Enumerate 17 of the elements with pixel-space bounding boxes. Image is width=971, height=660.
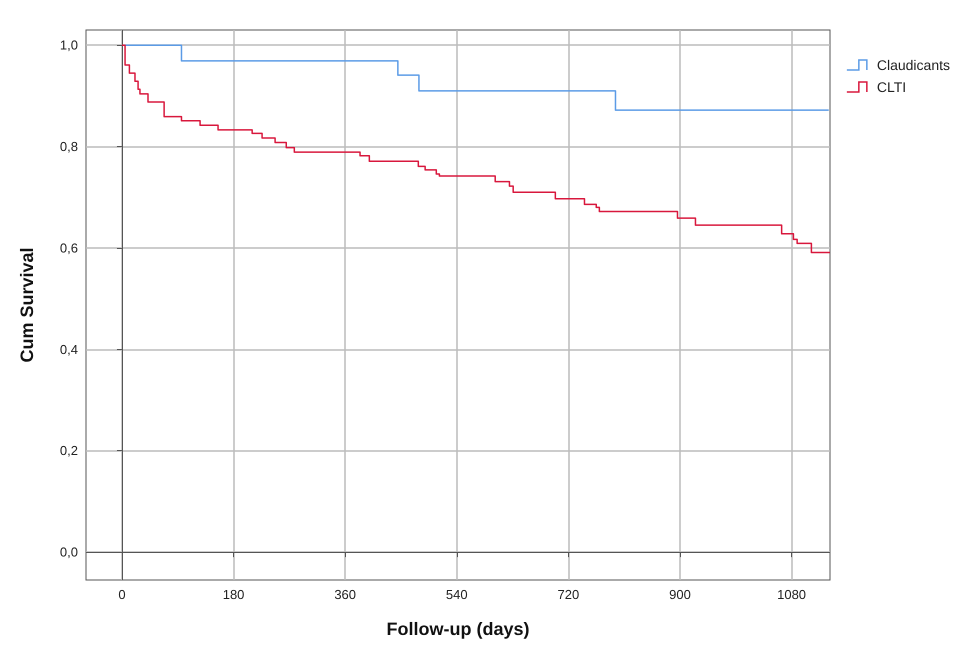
x-tick-label: 720 bbox=[558, 587, 580, 602]
y-axis-title: Cum Survival bbox=[17, 247, 37, 363]
x-tick-label: 360 bbox=[334, 587, 356, 602]
x-tick-label: 0 bbox=[118, 587, 126, 602]
x-tick-label: 180 bbox=[222, 587, 244, 602]
legend-label: CLTI bbox=[876, 79, 906, 95]
legend-label: Claudicants bbox=[876, 57, 950, 73]
y-tick-label: 0,4 bbox=[60, 342, 78, 357]
x-axis-title: Follow-up (days) bbox=[386, 619, 530, 639]
x-tick-label: 900 bbox=[669, 587, 691, 602]
y-tick-label: 0,8 bbox=[60, 139, 78, 154]
y-tick-label: 0,2 bbox=[60, 443, 78, 458]
y-tick-label: 0,0 bbox=[60, 544, 78, 560]
x-tick-label: 1080 bbox=[777, 587, 806, 602]
y-tick-label: 1,0 bbox=[60, 38, 78, 53]
y-tick-label: 0,6 bbox=[60, 240, 78, 256]
x-tick-label: 540 bbox=[446, 587, 468, 602]
